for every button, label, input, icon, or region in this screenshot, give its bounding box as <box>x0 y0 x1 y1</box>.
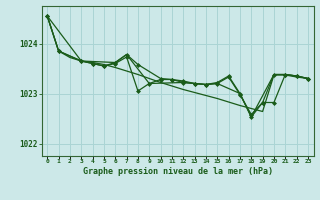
X-axis label: Graphe pression niveau de la mer (hPa): Graphe pression niveau de la mer (hPa) <box>83 167 273 176</box>
